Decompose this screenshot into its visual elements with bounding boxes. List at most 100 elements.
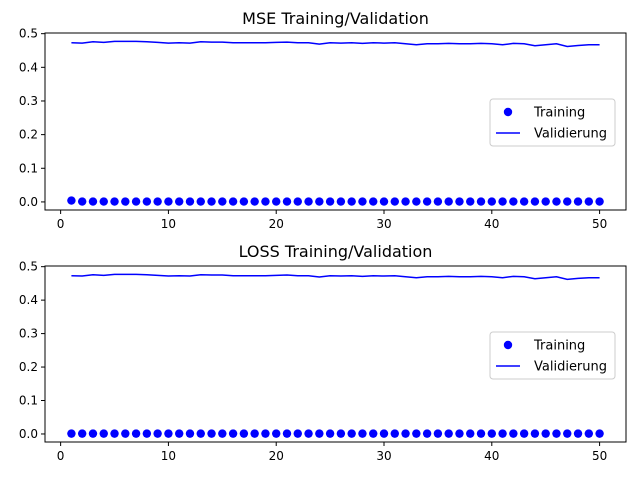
training-point <box>541 197 550 206</box>
training-point <box>282 197 292 206</box>
training-point <box>164 197 173 206</box>
legend-box <box>489 331 616 380</box>
training-point <box>422 429 432 438</box>
training-point <box>573 429 583 438</box>
subplot-2: LOSS Training/Validation 0 10 20 30 40 50 0.0 0.… <box>19 242 627 463</box>
y-tick-label: 0.2 <box>19 128 38 142</box>
training-point <box>390 197 399 206</box>
y-tick-label: 0.4 <box>19 60 38 74</box>
training-point <box>131 197 141 206</box>
x-tick-label: 20 <box>269 217 284 231</box>
x-tick-label: 40 <box>484 449 499 463</box>
legend: Training Validierung <box>489 331 616 380</box>
training-point <box>185 429 195 438</box>
y-tick-label: 0.0 <box>19 195 38 209</box>
training-point <box>131 429 141 438</box>
training-point <box>369 429 378 438</box>
training-point <box>595 429 604 438</box>
x-tick-label: 50 <box>592 217 607 231</box>
training-point <box>196 197 205 206</box>
training-point <box>487 197 496 206</box>
training-point <box>196 429 205 438</box>
training-point <box>293 429 302 438</box>
chart-title: MSE Training/Validation <box>242 9 429 28</box>
training-point <box>99 197 108 206</box>
y-tick-label: 0.5 <box>19 260 38 274</box>
legend-box <box>489 98 616 147</box>
training-point <box>498 197 507 206</box>
training-point <box>228 197 238 206</box>
x-tick-label: 10 <box>161 217 176 231</box>
training-point <box>552 197 561 206</box>
training-point <box>530 429 540 438</box>
y-tick-label: 0.1 <box>19 394 38 408</box>
training-point <box>584 197 594 206</box>
training-point <box>218 429 227 438</box>
training-point <box>595 197 604 206</box>
training-point <box>487 429 496 438</box>
training-point <box>67 429 76 438</box>
training-point <box>509 429 518 438</box>
training-point <box>153 429 162 438</box>
training-point <box>293 197 302 206</box>
training-point <box>401 197 410 206</box>
training-point <box>455 429 464 438</box>
training-point <box>207 197 216 206</box>
training-point <box>519 197 529 206</box>
training-point <box>530 197 540 206</box>
y-tick-label: 0.3 <box>19 327 38 341</box>
training-point <box>325 197 335 206</box>
training-point <box>315 429 324 438</box>
training-point <box>239 197 249 206</box>
training-point <box>347 429 356 438</box>
legend-label: Validierung <box>534 360 607 375</box>
legend-label: Training <box>533 106 585 121</box>
training-point <box>422 197 432 206</box>
training-point <box>250 197 259 206</box>
training-point <box>121 429 130 438</box>
training-point <box>476 197 486 206</box>
y-tick-label: 0.2 <box>19 360 38 374</box>
legend-dot-marker <box>503 107 513 117</box>
x-tick-label: 10 <box>161 449 176 463</box>
training-point <box>369 197 378 206</box>
training-point <box>509 197 518 206</box>
subplot-1: MSE Training/Validation 0 10 20 30 40 50 0.0 0.1… <box>19 9 627 231</box>
training-point <box>444 197 453 206</box>
x-tick-label: 0 <box>57 449 65 463</box>
training-point <box>207 429 216 438</box>
training-point <box>541 429 550 438</box>
training-point <box>304 197 313 206</box>
training-point <box>336 197 346 206</box>
training-point <box>455 197 464 206</box>
training-point <box>412 197 421 206</box>
training-point <box>358 429 367 438</box>
training-point <box>88 429 98 438</box>
training-point <box>325 429 335 438</box>
x-tick-label: 50 <box>592 449 607 463</box>
x-tick-label: 30 <box>376 217 391 231</box>
training-point <box>153 197 162 206</box>
training-point <box>304 429 313 438</box>
training-point <box>519 429 529 438</box>
training-point <box>433 429 443 438</box>
training-point <box>466 197 475 206</box>
training-point <box>164 429 173 438</box>
training-point <box>142 429 152 438</box>
y-tick-label: 0.0 <box>19 427 38 441</box>
x-tick-label: 20 <box>269 449 284 463</box>
training-point <box>175 429 184 438</box>
training-point <box>390 429 399 438</box>
training-point <box>239 429 249 438</box>
training-point <box>110 197 119 206</box>
training-point <box>218 197 227 206</box>
training-point <box>379 197 389 206</box>
chart-title: LOSS Training/Validation <box>239 242 433 261</box>
legend-label: Validierung <box>534 127 607 142</box>
y-tick-label: 0.4 <box>19 293 38 307</box>
training-point <box>476 429 486 438</box>
training-point <box>552 429 561 438</box>
training-point <box>379 429 389 438</box>
legend: Training Validierung <box>489 98 616 147</box>
